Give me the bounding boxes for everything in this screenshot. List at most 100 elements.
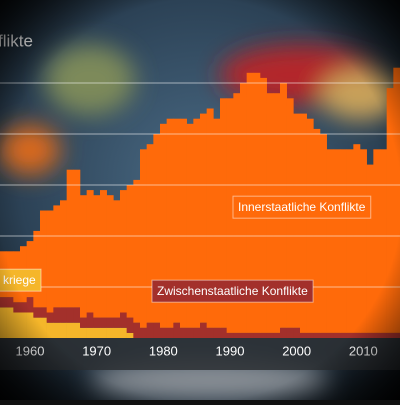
bar-segment	[240, 332, 247, 338]
bar-segment	[86, 312, 94, 328]
bar-segment	[26, 312, 34, 338]
bar-segment	[126, 185, 134, 318]
bar-segment	[326, 149, 334, 333]
bar-segment	[366, 332, 374, 338]
bar-segment	[93, 317, 101, 328]
bar-segment	[140, 327, 147, 338]
bar-segment	[386, 332, 394, 338]
bar-segment	[393, 67, 400, 333]
bar-segment	[40, 210, 47, 308]
bar-segment	[33, 307, 41, 318]
bar-segment	[260, 332, 267, 338]
bar-segment	[6, 297, 14, 308]
chart-title: flikte	[0, 31, 33, 50]
bar-segment	[146, 322, 154, 338]
bar-segment	[333, 149, 341, 333]
bar-segment	[86, 327, 94, 338]
bar-segment	[226, 332, 234, 338]
bar-segment	[353, 332, 361, 338]
series-label: Innerstaatliche Konflikte	[238, 200, 366, 214]
bar-segment	[113, 327, 121, 338]
x-tick-label: 1960	[16, 343, 45, 358]
bar-segment	[193, 327, 201, 338]
bar-segment	[186, 327, 194, 338]
bar-segment	[360, 149, 367, 333]
bar-segment	[120, 190, 127, 313]
bar-segment	[20, 312, 27, 338]
bar-segment	[80, 317, 87, 328]
bar-segment	[73, 322, 81, 338]
bar-segment	[100, 317, 107, 328]
bar-segment	[246, 332, 254, 338]
bar-segment	[66, 307, 74, 323]
series-label: kriege	[3, 273, 36, 287]
x-tick-label: 1970	[82, 343, 111, 358]
bar-segment	[313, 128, 321, 333]
bar-segment	[140, 149, 147, 328]
bar-segment	[86, 190, 94, 313]
bar-segment	[380, 332, 387, 338]
bar-segment	[120, 327, 127, 338]
bar-segment	[340, 332, 347, 338]
bar-segment	[93, 327, 101, 338]
bar-segment	[40, 307, 47, 318]
bar-segment	[273, 332, 281, 338]
bar-segment	[0, 307, 7, 338]
x-tick-label: 2010	[349, 343, 378, 358]
bar-segment	[126, 317, 134, 333]
bar-segment	[220, 327, 227, 338]
bar-segment	[120, 312, 127, 328]
bar-segment	[0, 297, 7, 308]
bar-segment	[53, 205, 61, 308]
bar-segment	[266, 332, 274, 338]
bar-segment	[80, 195, 87, 318]
bar-segment	[313, 332, 321, 338]
bar-segment	[320, 134, 327, 333]
bar-segment	[173, 322, 181, 338]
bar-segment	[346, 149, 354, 333]
bar-segment	[386, 88, 394, 333]
bar-segment	[360, 332, 367, 338]
bar-segment	[46, 322, 54, 338]
bar-segment	[320, 332, 327, 338]
bar-segment	[80, 327, 87, 338]
bar-segment	[100, 190, 107, 318]
bar-segment	[40, 317, 47, 338]
bar-segment	[100, 327, 107, 338]
bar-segment	[13, 312, 21, 338]
bar-segment	[60, 307, 67, 323]
bar-segment	[333, 332, 341, 338]
bar-segment	[200, 322, 207, 338]
bar-segment	[153, 322, 161, 338]
bar-segment	[393, 332, 400, 338]
bar-segment	[106, 317, 114, 328]
bar-segment	[113, 317, 121, 328]
bar-segment	[20, 302, 27, 313]
bar-segment	[46, 210, 54, 313]
bar-segment	[253, 332, 261, 338]
bar-segment	[213, 327, 221, 338]
bar-segment	[340, 149, 347, 333]
bar-segment	[180, 327, 187, 338]
bar-segment	[13, 302, 21, 313]
bar-segment	[73, 307, 81, 323]
bar-segment	[166, 327, 174, 338]
bar-segment	[233, 332, 241, 338]
x-tick-label: 2000	[282, 343, 311, 358]
bar-segment	[206, 327, 214, 338]
bar-segment	[106, 327, 114, 338]
bar-segment	[280, 327, 287, 338]
bar-segment	[126, 332, 134, 338]
bar-segment	[6, 307, 14, 338]
bar-segment	[66, 322, 74, 338]
bar-segment	[113, 200, 121, 318]
bar-segment	[353, 144, 361, 333]
bar-segment	[93, 195, 101, 318]
bar-segment	[60, 200, 67, 308]
axis-band	[0, 338, 400, 370]
x-tick-label: 1980	[149, 343, 178, 358]
bar-segment	[46, 312, 54, 323]
bar-segment	[373, 149, 381, 333]
bar-segment	[300, 332, 307, 338]
